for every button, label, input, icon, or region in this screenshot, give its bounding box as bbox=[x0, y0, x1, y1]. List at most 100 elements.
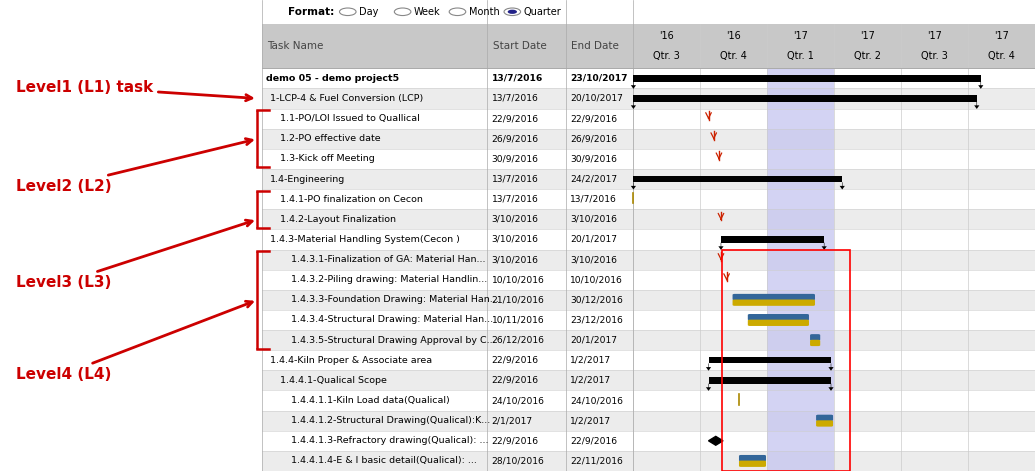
Bar bbox=[262, 411, 1035, 430]
Bar bbox=[262, 169, 1035, 189]
Bar bbox=[262, 451, 1035, 471]
Bar bbox=[262, 290, 1035, 310]
FancyArrow shape bbox=[706, 383, 711, 391]
Text: 22/9/2016: 22/9/2016 bbox=[570, 436, 618, 445]
Text: 3/10/2016: 3/10/2016 bbox=[570, 255, 617, 264]
Text: 13/7/2016: 13/7/2016 bbox=[570, 195, 617, 203]
Bar bbox=[262, 129, 1035, 149]
Text: 20/10/2017: 20/10/2017 bbox=[570, 94, 623, 103]
FancyBboxPatch shape bbox=[739, 455, 766, 461]
FancyBboxPatch shape bbox=[810, 334, 820, 341]
Text: '17: '17 bbox=[927, 31, 942, 41]
Bar bbox=[709, 357, 831, 364]
Text: 1/2/2017: 1/2/2017 bbox=[570, 356, 612, 365]
Text: Start Date: Start Date bbox=[493, 41, 546, 51]
Text: Level2 (L2): Level2 (L2) bbox=[16, 138, 252, 194]
Text: 1.4.4.1.1-Kiln Load data(Qualical): 1.4.4.1.1-Kiln Load data(Qualical) bbox=[291, 396, 449, 405]
Text: 1.1-PO/LOI Issued to Quallical: 1.1-PO/LOI Issued to Quallical bbox=[280, 114, 420, 123]
Text: 22/9/2016: 22/9/2016 bbox=[492, 436, 539, 445]
Text: '17: '17 bbox=[793, 31, 808, 41]
Text: Qtr. 1: Qtr. 1 bbox=[788, 51, 815, 61]
FancyArrow shape bbox=[974, 102, 979, 109]
FancyBboxPatch shape bbox=[748, 320, 809, 326]
Circle shape bbox=[449, 8, 466, 16]
Text: Quarter: Quarter bbox=[524, 7, 561, 17]
Text: Level1 (L1) task: Level1 (L1) task bbox=[16, 80, 252, 101]
Text: 1.4.3-Material Handling System(Cecon ): 1.4.3-Material Handling System(Cecon ) bbox=[270, 235, 460, 244]
FancyArrow shape bbox=[630, 182, 635, 189]
Text: 1.4.3.3-Foundation Drawing: Material Han...: 1.4.3.3-Foundation Drawing: Material Han… bbox=[291, 295, 499, 304]
Text: 22/11/2016: 22/11/2016 bbox=[570, 456, 623, 465]
Bar bbox=[262, 24, 1035, 68]
FancyBboxPatch shape bbox=[739, 461, 766, 467]
Text: '17: '17 bbox=[994, 31, 1009, 41]
Text: 1.4.1-PO finalization on Cecon: 1.4.1-PO finalization on Cecon bbox=[280, 195, 423, 203]
Text: 2/1/2017: 2/1/2017 bbox=[492, 416, 533, 425]
Text: 3/10/2016: 3/10/2016 bbox=[492, 215, 538, 224]
Text: 10/11/2016: 10/11/2016 bbox=[492, 316, 544, 325]
Text: 26/9/2016: 26/9/2016 bbox=[492, 134, 539, 143]
Text: 26/12/2016: 26/12/2016 bbox=[492, 336, 544, 345]
Bar bbox=[262, 370, 1035, 390]
FancyBboxPatch shape bbox=[733, 294, 815, 300]
Text: 23/12/2016: 23/12/2016 bbox=[570, 316, 623, 325]
Text: 10/10/2016: 10/10/2016 bbox=[492, 275, 544, 284]
Text: Format:: Format: bbox=[288, 7, 334, 17]
Bar bbox=[262, 269, 1035, 290]
Text: 1.4.4.1-Qualical Scope: 1.4.4.1-Qualical Scope bbox=[280, 376, 387, 385]
Bar bbox=[262, 310, 1035, 330]
Circle shape bbox=[339, 8, 356, 16]
Text: 3/10/2016: 3/10/2016 bbox=[492, 235, 538, 244]
FancyArrow shape bbox=[839, 182, 845, 189]
FancyArrow shape bbox=[978, 81, 983, 89]
Text: 3/10/2016: 3/10/2016 bbox=[492, 255, 538, 264]
Text: 24/10/2016: 24/10/2016 bbox=[570, 396, 623, 405]
Text: 1/2/2017: 1/2/2017 bbox=[570, 376, 612, 385]
Text: 1.4.3.1-Finalization of GA: Material Han...: 1.4.3.1-Finalization of GA: Material Han… bbox=[291, 255, 485, 264]
FancyArrow shape bbox=[828, 364, 833, 371]
Text: 30/9/2016: 30/9/2016 bbox=[570, 154, 617, 163]
Text: 24/10/2016: 24/10/2016 bbox=[492, 396, 544, 405]
Bar bbox=[262, 229, 1035, 250]
Bar bbox=[767, 24, 834, 471]
Bar bbox=[262, 68, 1035, 89]
Text: 26/9/2016: 26/9/2016 bbox=[570, 134, 618, 143]
Bar bbox=[262, 149, 1035, 169]
Text: 23/10/2017: 23/10/2017 bbox=[570, 74, 628, 83]
Circle shape bbox=[507, 10, 518, 14]
Text: 22/9/2016: 22/9/2016 bbox=[492, 376, 539, 385]
Bar bbox=[633, 75, 981, 81]
Text: 22/9/2016: 22/9/2016 bbox=[570, 114, 618, 123]
FancyBboxPatch shape bbox=[748, 314, 809, 320]
Text: 30/12/2016: 30/12/2016 bbox=[570, 295, 623, 304]
Text: 1.3-Kick off Meeting: 1.3-Kick off Meeting bbox=[280, 154, 376, 163]
Circle shape bbox=[394, 8, 411, 16]
Bar bbox=[633, 176, 842, 182]
Text: Level3 (L3): Level3 (L3) bbox=[16, 220, 253, 290]
Text: 1.4.4-Kiln Proper & Associate area: 1.4.4-Kiln Proper & Associate area bbox=[270, 356, 433, 365]
FancyBboxPatch shape bbox=[816, 414, 833, 421]
Text: End Date: End Date bbox=[571, 41, 619, 51]
Bar bbox=[262, 390, 1035, 411]
Text: Level4 (L4): Level4 (L4) bbox=[16, 301, 253, 382]
Text: 22/9/2016: 22/9/2016 bbox=[492, 114, 539, 123]
Text: 1-LCP-4 & Fuel Conversion (LCP): 1-LCP-4 & Fuel Conversion (LCP) bbox=[270, 94, 423, 103]
Bar bbox=[633, 95, 977, 102]
Text: 10/10/2016: 10/10/2016 bbox=[570, 275, 623, 284]
Text: 1.4.2-Layout Finalization: 1.4.2-Layout Finalization bbox=[280, 215, 396, 224]
Bar bbox=[262, 189, 1035, 209]
Text: Qtr. 3: Qtr. 3 bbox=[653, 51, 680, 61]
Text: Day: Day bbox=[359, 7, 379, 17]
FancyBboxPatch shape bbox=[816, 420, 833, 427]
Bar bbox=[262, 209, 1035, 229]
Bar bbox=[721, 236, 824, 243]
Text: Qtr. 4: Qtr. 4 bbox=[720, 51, 747, 61]
Bar bbox=[262, 109, 1035, 129]
Text: Month: Month bbox=[469, 7, 500, 17]
Bar bbox=[262, 89, 1035, 109]
Bar bbox=[721, 250, 851, 471]
Text: '17: '17 bbox=[860, 31, 876, 41]
Bar bbox=[262, 330, 1035, 350]
Circle shape bbox=[504, 8, 521, 16]
FancyArrow shape bbox=[706, 364, 711, 371]
